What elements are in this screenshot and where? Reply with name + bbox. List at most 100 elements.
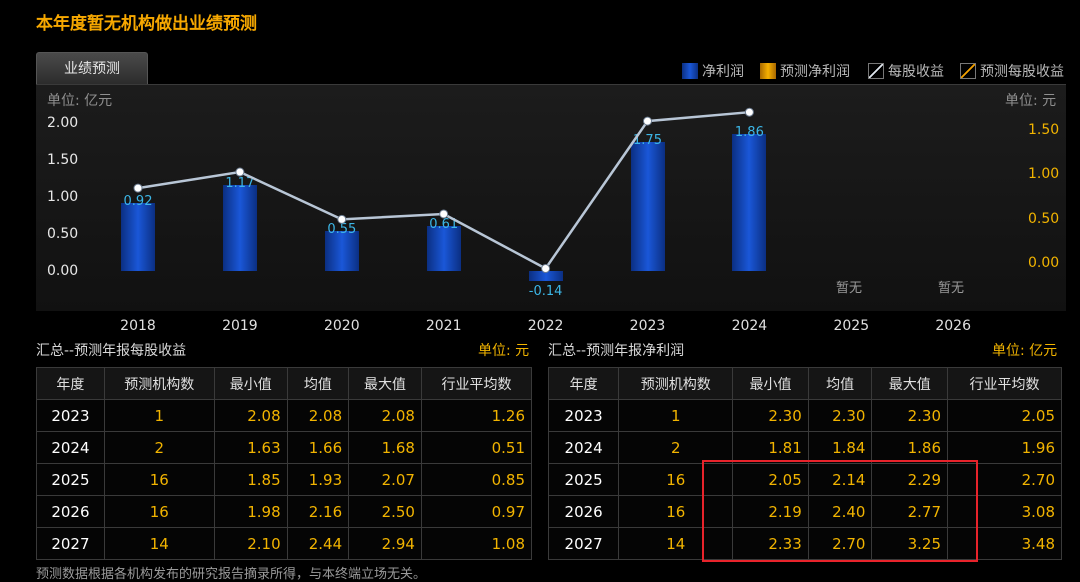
line-swatch-white-icon — [868, 63, 884, 79]
table-cell: 14 — [103, 527, 215, 560]
unit-left: 单位: 亿元 — [47, 93, 113, 109]
bar-swatch-orange-icon — [760, 63, 776, 79]
eps-point[interactable] — [235, 167, 245, 177]
legend-item-forecast-eps[interactable]: 预测每股收益 — [960, 62, 1064, 80]
table-cell: 14 — [618, 527, 734, 560]
eps-forecast-table: 年度 预测机构数 最小值 均值 最大值 行业平均数 2023 1 2.08 2.08 2.08 1.… — [36, 367, 533, 560]
x-tick-label: 2025 — [833, 318, 870, 334]
table-cell: 1.63 — [213, 431, 288, 464]
table-cell: 2026 — [36, 495, 105, 528]
legend-item-net-profit[interactable]: 净利润 — [682, 62, 744, 80]
table-row: 2025 16 2.05 2.14 2.29 2.70 — [547, 463, 1062, 496]
x-tick-label: 2021 — [425, 318, 462, 334]
table-cell: 1.26 — [420, 399, 533, 432]
column-header: 均值 — [286, 367, 350, 400]
table-row: 2026 16 2.19 2.40 2.77 3.08 — [547, 495, 1062, 528]
table-cell: 2.05 — [947, 399, 1062, 432]
column-header: 行业平均数 — [420, 367, 533, 400]
table-cell: 2.08 — [348, 399, 422, 432]
x-tick-label: 2019 — [222, 318, 258, 334]
page-title: 本年度暂无机构做出业绩预测 — [36, 14, 257, 34]
column-header: 行业平均数 — [947, 367, 1062, 400]
no-data-label-2026: 暂无 — [938, 281, 965, 296]
table-cell: 2.33 — [732, 527, 809, 560]
table-cell: 1 — [103, 399, 215, 432]
eps-section-unit: 单位: 元 — [478, 343, 530, 359]
table-cell: 1.85 — [213, 463, 288, 496]
table-cell: 1.08 — [420, 527, 533, 560]
table-cell: 16 — [103, 495, 215, 528]
profit-section-unit: 单位: 亿元 — [992, 343, 1058, 359]
table-cell: 2 — [618, 431, 734, 464]
eps-point[interactable] — [439, 209, 449, 219]
table-cell: 2.70 — [947, 463, 1062, 496]
table-cell: 3.08 — [947, 495, 1062, 528]
legend-label: 预测每股收益 — [980, 64, 1064, 80]
highlight-box — [702, 460, 978, 562]
table-row: 2023 1 2.08 2.08 2.08 1.26 — [36, 399, 533, 432]
x-tick-label: 2018 — [120, 318, 156, 334]
table-cell: 2.16 — [286, 495, 350, 528]
eps-point[interactable] — [744, 107, 754, 117]
table-cell: 16 — [618, 495, 734, 528]
legend-item-forecast-net-profit[interactable]: 预测净利润 — [760, 62, 850, 80]
table-cell: 0.97 — [420, 495, 533, 528]
table-cell: 1.93 — [286, 463, 350, 496]
table-row: 2027 14 2.10 2.44 2.94 1.08 — [36, 527, 533, 560]
eps-point[interactable] — [643, 116, 652, 126]
table-cell: 1.81 — [732, 431, 809, 464]
y-tick-right: 0.50 — [1028, 211, 1060, 227]
column-header: 预测机构数 — [103, 367, 215, 400]
table-cell: 1.86 — [871, 431, 948, 464]
eps-point[interactable] — [541, 263, 551, 273]
profit-forecast-table: 年度 预测机构数 最小值 均值 最大值 行业平均数 2023 1 2.30 2.30 2.30 2.… — [547, 367, 1062, 560]
table-cell: 2.30 — [807, 399, 873, 432]
column-header: 最小值 — [732, 367, 809, 400]
table-cell: 2.44 — [286, 527, 350, 560]
y-tick-left: 2.00 — [47, 115, 79, 131]
table-cell: 2.50 — [348, 495, 422, 528]
table-cell: 2.30 — [871, 399, 948, 432]
table-row: 2026 16 1.98 2.16 2.50 0.97 — [36, 495, 533, 528]
table-cell: 3.48 — [947, 527, 1062, 560]
table-cell: 2.40 — [807, 495, 873, 528]
y-tick-right: 0.00 — [1028, 255, 1060, 271]
table-cell: 1.98 — [213, 495, 288, 528]
table-cell: 2.77 — [871, 495, 948, 528]
no-data-label-2025: 暂无 — [836, 281, 863, 296]
table-row: 2024 2 1.63 1.66 1.68 0.51 — [36, 431, 533, 464]
table-row: 2025 16 1.85 1.93 2.07 0.85 — [36, 463, 533, 496]
legend-label: 预测净利润 — [780, 64, 850, 80]
column-header: 年度 — [547, 367, 620, 400]
tab-earnings-forecast[interactable]: 业绩预测 — [36, 52, 148, 85]
table-cell: 16 — [618, 463, 734, 496]
table-cell: 2027 — [547, 527, 620, 560]
column-header: 最小值 — [213, 367, 288, 400]
column-header: 年度 — [36, 367, 105, 400]
y-tick-right: 1.00 — [1028, 166, 1060, 182]
legend-item-eps[interactable]: 每股收益 — [868, 62, 944, 80]
x-tick-label: 2024 — [731, 318, 768, 334]
x-tick-label: 2026 — [935, 318, 971, 334]
table-cell: 1 — [618, 399, 734, 432]
x-tick-label: 2023 — [629, 318, 666, 334]
table-cell: 16 — [103, 463, 215, 496]
legend-label: 每股收益 — [888, 64, 944, 80]
x-tick-label: 2022 — [527, 318, 564, 334]
table-cell: 2027 — [36, 527, 105, 560]
table-cell: 2025 — [36, 463, 105, 496]
table-cell: 1.66 — [286, 431, 350, 464]
table-row: 2023 1 2.30 2.30 2.30 2.05 — [547, 399, 1062, 432]
table-cell: 2.30 — [732, 399, 809, 432]
table-cell: 3.25 — [871, 527, 948, 560]
table-cell: 2.14 — [807, 463, 873, 496]
table-cell: 1.68 — [348, 431, 422, 464]
eps-point[interactable] — [133, 183, 143, 193]
table-cell: 2024 — [547, 431, 620, 464]
eps-point[interactable] — [337, 214, 347, 224]
unit-right: 单位: 元 — [1005, 93, 1057, 109]
column-header: 最大值 — [348, 367, 422, 400]
x-tick-label: 2020 — [323, 318, 360, 334]
column-header: 均值 — [807, 367, 873, 400]
